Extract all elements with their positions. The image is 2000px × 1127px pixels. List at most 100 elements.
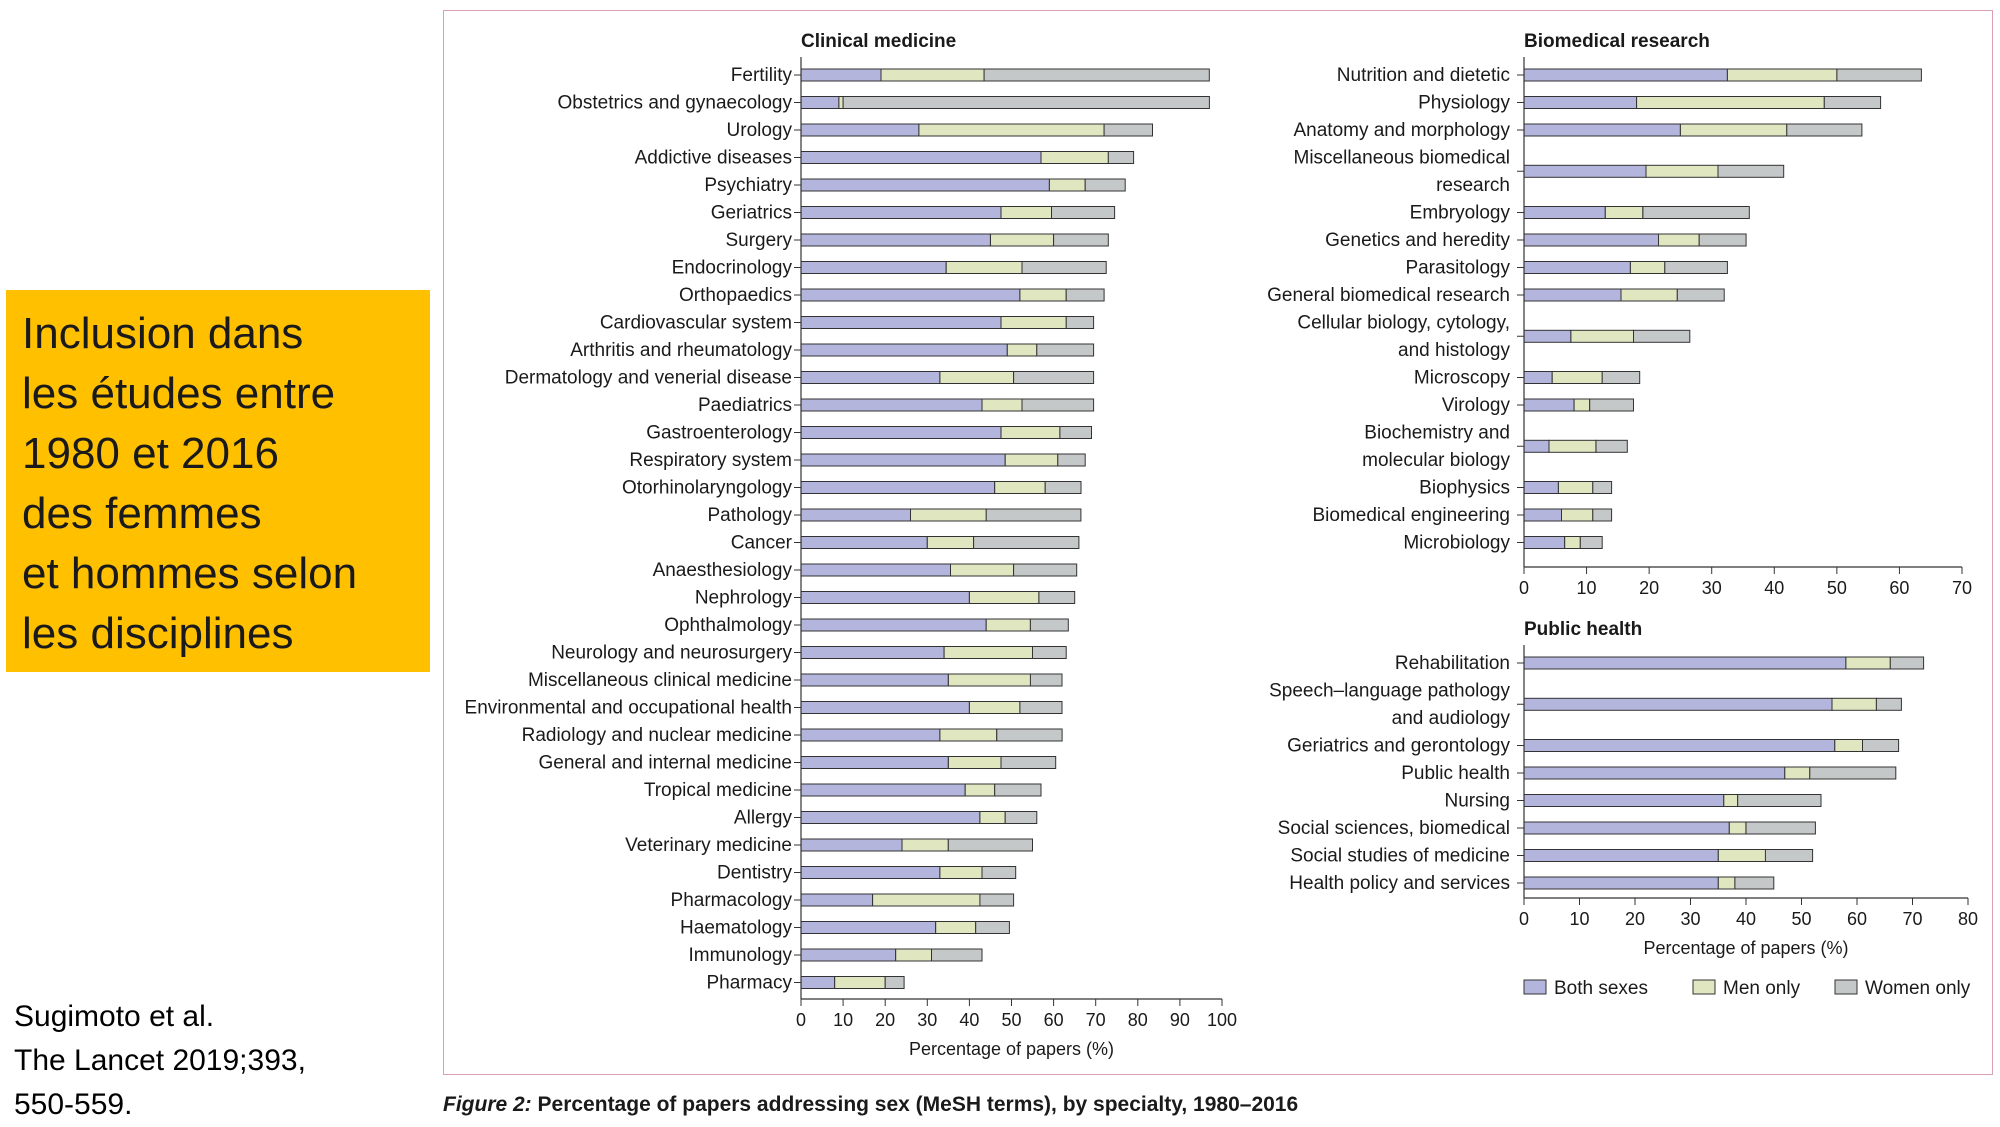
clinical-bar-men [910, 508, 987, 522]
clinical-bar-both [800, 178, 1050, 192]
clinical-category-label: Nephrology [695, 588, 793, 609]
callout-line: les études entre [22, 369, 336, 418]
clinical-category-label: Dentistry [717, 863, 792, 884]
public-bar-women [1745, 821, 1816, 835]
public-category-label: and audiology [1392, 708, 1511, 729]
biomedical-category-label: Biochemistry and [1364, 423, 1510, 444]
public-bar-men [1834, 739, 1864, 752]
clinical-bar-women [996, 728, 1063, 742]
clinical-x-tick-label: 90 [1170, 1010, 1190, 1030]
biomedical-bar-men [1564, 536, 1581, 549]
clinical-bar-men [947, 673, 1032, 687]
clinical-x-tick-label: 30 [917, 1010, 937, 1030]
clinical-category-label: Urology [727, 120, 793, 141]
clinical-bar-men [1000, 206, 1052, 219]
public-x-tick-label: 80 [1958, 909, 1978, 929]
clinical-bar-women [1107, 151, 1135, 164]
biomedical-category-label: Genetics and heredity [1325, 230, 1510, 251]
biomedical-x-tick-label: 0 [1519, 578, 1529, 598]
biomedical-bar-women [1676, 288, 1725, 302]
clinical-bar-women [981, 866, 1017, 879]
clinical-category-label: Geriatrics [711, 203, 792, 224]
public-bar-both [1523, 849, 1719, 862]
clinical-category-label: Fertility [731, 65, 793, 86]
clinical-bar-both [800, 261, 947, 274]
biomedical-bar-men [1636, 96, 1825, 109]
biomedical-x-tick-label: 50 [1827, 578, 1847, 598]
public-x-tick-label: 40 [1736, 909, 1756, 929]
biomedical-bar-men [1551, 371, 1603, 384]
biomedical-bar-women [1664, 261, 1728, 274]
clinical-x-tick-label: 10 [833, 1010, 853, 1030]
biomedical-bar-women [1592, 508, 1613, 522]
clinical-bar-men [950, 563, 1015, 577]
biomedical-bar-men [1629, 261, 1666, 274]
biomedical-x-tick-label: 20 [1639, 578, 1659, 598]
clinical-bar-women [979, 893, 1015, 907]
biomedical-bar-both [1523, 68, 1728, 82]
biomedical-bar-both [1523, 508, 1562, 522]
citation-line: 550-559. [14, 1088, 133, 1121]
biomedical-category-label: General biomedical research [1267, 285, 1510, 306]
biomedical-bar-women [1633, 329, 1691, 343]
biomedical-bar-women [1589, 398, 1634, 412]
clinical-bar-both [800, 811, 981, 824]
clinical-category-label: Cardiovascular system [600, 313, 792, 334]
biomedical-category-label: Biophysics [1419, 478, 1510, 499]
citation-line: Sugimoto et al. [14, 1000, 215, 1033]
legend-swatch-both [1523, 979, 1547, 995]
biomedical-bar-women [1823, 96, 1882, 109]
clinical-bar-women [1051, 206, 1116, 219]
biomedical-category-label: Nutrition and dietetic [1337, 65, 1510, 86]
clinical-bar-women [985, 508, 1082, 522]
biomedical-bar-women [1601, 371, 1641, 384]
clinical-bar-men [981, 398, 1023, 412]
clinical-bar-women [983, 68, 1210, 82]
clinical-category-label: Cancer [731, 533, 793, 554]
legend-swatch-women [1834, 979, 1858, 995]
clinical-bar-both [800, 96, 840, 109]
clinical-bar-women [1029, 673, 1063, 687]
public-bar-women [1889, 656, 1925, 670]
clinical-bar-men [939, 371, 1015, 384]
clinical-bar-both [800, 453, 1006, 467]
callout-line: les disciplines [22, 609, 294, 658]
clinical-bar-women [1032, 646, 1067, 659]
clinical-category-label: Allergy [734, 808, 793, 829]
clinical-x-tick-label: 50 [1001, 1010, 1021, 1030]
public-bar-both [1523, 697, 1833, 711]
public-bar-men [1784, 766, 1811, 780]
public-bar-women [1734, 876, 1775, 890]
clinical-bar-both [800, 866, 941, 879]
public-title: Public health [1524, 619, 1642, 640]
clinical-bar-men [947, 756, 1002, 769]
biomedical-category-label: research [1436, 175, 1510, 196]
clinical-bar-men [968, 591, 1040, 604]
clinical-bar-men [939, 866, 983, 879]
clinical-bar-men [1040, 151, 1109, 164]
clinical-bar-both [800, 343, 1008, 357]
callout-line: des femmes [22, 489, 262, 538]
clinical-bar-women [1021, 398, 1095, 412]
public-bar-women [1764, 849, 1814, 862]
biomedical-category-label: Physiology [1418, 93, 1510, 114]
clinical-bar-men [1000, 316, 1067, 329]
clinical-category-label: Surgery [725, 230, 792, 251]
clinical-category-label: Tropical medicine [644, 780, 792, 801]
clinical-bar-women [931, 948, 983, 962]
biomedical-category-label: Parasitology [1405, 258, 1510, 279]
clinical-bar-women [1004, 811, 1038, 824]
clinical-bar-men [901, 838, 949, 852]
clinical-bar-both [800, 68, 882, 82]
clinical-bar-women [1013, 563, 1078, 577]
caption-lead: Figure 2: [443, 1093, 532, 1116]
clinical-bar-men [964, 783, 996, 797]
biomedical-bar-both [1523, 398, 1575, 412]
clinical-category-label: Veterinary medicine [625, 835, 792, 856]
clinical-bar-both [800, 618, 987, 632]
clinical-bar-men [1004, 453, 1059, 467]
clinical-bar-both [800, 976, 836, 989]
clinical-bar-men [872, 893, 981, 907]
clinical-x-tick-label: 40 [959, 1010, 979, 1030]
